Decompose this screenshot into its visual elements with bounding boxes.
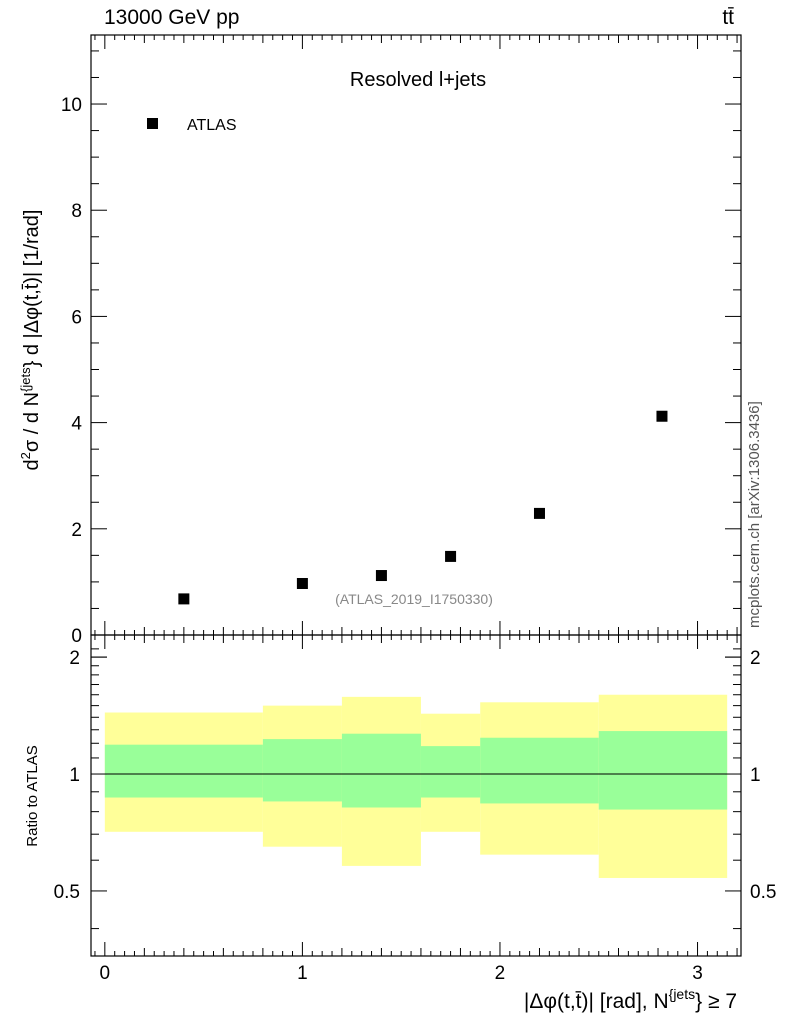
inner-band-bin — [262, 739, 342, 802]
inner-band-bin — [104, 744, 263, 798]
main-y-tick-label: 2 — [71, 520, 82, 541]
ratio-y-tick-label-right: 2 — [750, 648, 761, 669]
chart-title: Resolved l+jets — [350, 69, 486, 91]
main-y-tick-label: 10 — [61, 95, 82, 116]
x-axis-ticks: 0 1 2 3 — [94, 35, 738, 984]
data-point — [178, 593, 190, 605]
ratio-y-tick-label-left: 0.5 — [54, 882, 80, 903]
main-y-tick-label: 8 — [71, 201, 82, 222]
legend-marker-atlas — [147, 118, 158, 129]
main-y-tick-label: 4 — [71, 414, 82, 435]
data-point — [533, 507, 545, 519]
ratio-y-tick-label-right: 0.5 — [750, 882, 776, 903]
x-axis-label: |Δφ(t,t̄)| [rad], N{jets} ≥ 7 — [524, 986, 737, 1013]
main-y-tick-label: 6 — [71, 307, 82, 328]
header-process-label: 13000 GeV pp — [104, 6, 240, 29]
inner-band-bin — [480, 737, 599, 804]
header-observable-label: tt̄ — [722, 6, 734, 29]
inner-band-bin — [420, 746, 481, 798]
main-y-tick-label: 0 — [71, 626, 82, 647]
x-tick-label: 1 — [297, 963, 308, 984]
legend-label-atlas: ATLAS — [187, 117, 237, 134]
x-tick-label: 0 — [100, 963, 111, 984]
data-point — [296, 577, 308, 589]
ratio-y-axis-ticks: 0.5 0.5 1 1 2 2 — [54, 648, 776, 930]
data-point — [445, 550, 457, 562]
ratio-y-tick-label-left: 1 — [69, 765, 80, 786]
main-y-axis-ticks: 0 2 4 6 8 10 — [61, 50, 741, 647]
analysis-label: (ATLAS_2019_I1750330) — [335, 591, 493, 607]
inner-band-bin — [598, 731, 728, 810]
data-point — [656, 410, 668, 422]
main-y-axis-label: d2σ / d N{jets} d |Δφ(t,t̄)| [1/rad] — [18, 210, 43, 471]
ratio-y-tick-label-right: 1 — [750, 765, 761, 786]
inner-band-bin — [341, 733, 421, 808]
x-tick-label: 2 — [495, 963, 506, 984]
x-tick-label: 3 — [692, 963, 703, 984]
ratio-y-axis-label: Ratio to ATLAS — [24, 745, 41, 846]
data-points — [178, 410, 668, 605]
ratio-bands — [104, 694, 728, 878]
data-point — [375, 570, 387, 582]
ratio-y-tick-label-left: 2 — [69, 648, 80, 669]
ratio-plot-frame — [90, 634, 742, 957]
